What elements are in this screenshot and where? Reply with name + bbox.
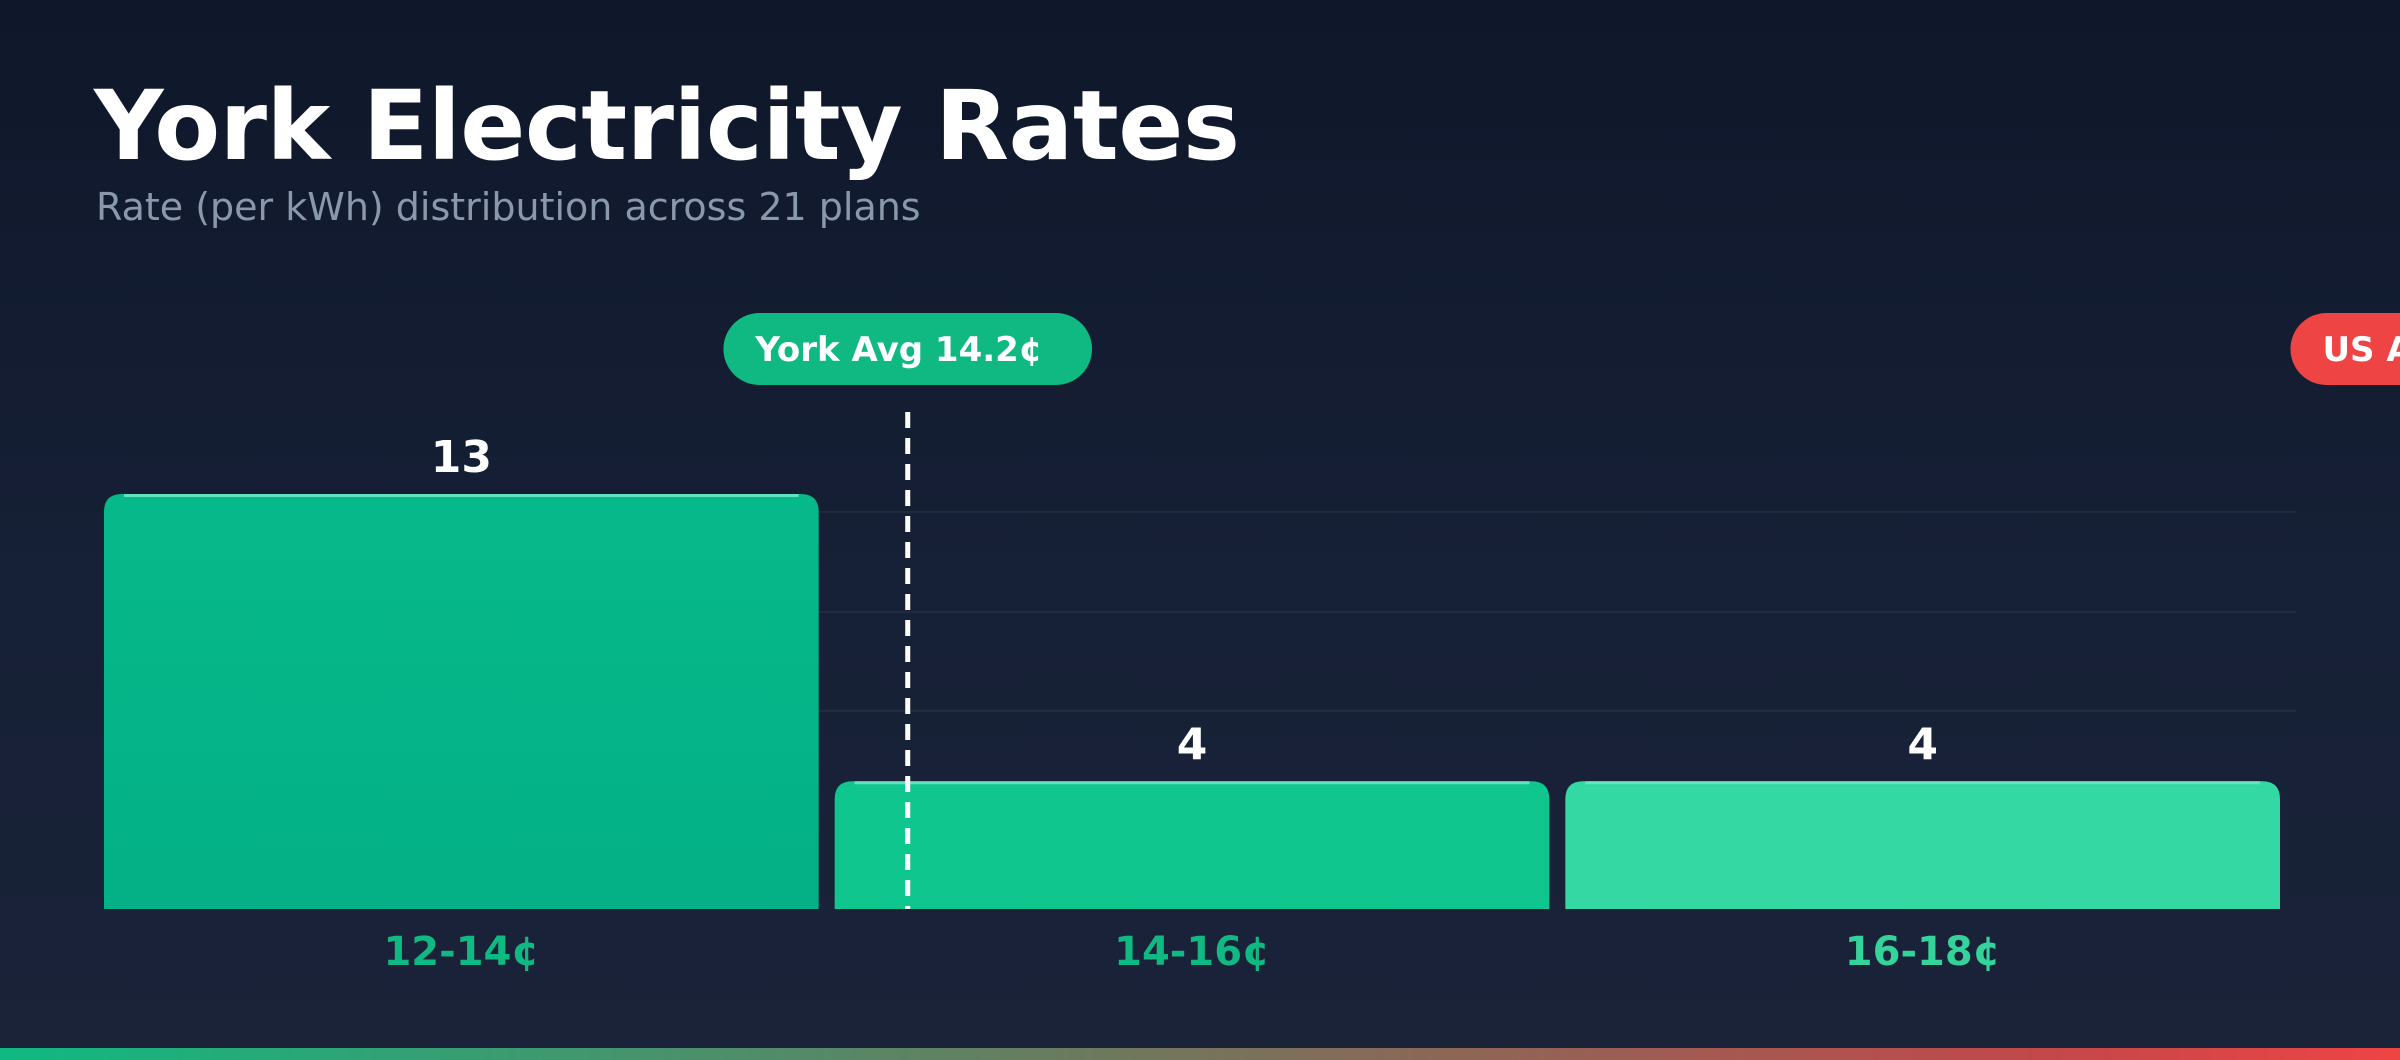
- chart-title: York Electricity Rates: [94, 70, 1240, 182]
- reference-badge-1: US Avg 18.4: [2290, 313, 2400, 385]
- reference-badge-0: York Avg 14.2¢: [723, 313, 1093, 385]
- bar-1: [834, 781, 1550, 909]
- bars: [104, 494, 2280, 909]
- reference-badge-label-1: US Avg 18.4: [2322, 330, 2400, 370]
- category-label-1: 14-16¢: [1114, 929, 1270, 975]
- bar-value-label-0: 13: [431, 432, 492, 483]
- bar-value-label-1: 4: [1177, 719, 1208, 770]
- bottom-accent-bar: [0, 1048, 2400, 1060]
- reference-lines: York Avg 14.2¢ US Avg 18.4: [723, 313, 2400, 909]
- reference-badge-bg-1: [2290, 313, 2400, 385]
- category-label-0: 12-14¢: [383, 929, 539, 975]
- labels: 13 12-14¢ 4 14-16¢ 4 16-18¢: [383, 432, 2000, 975]
- category-label-2: 16-18¢: [1845, 929, 2001, 975]
- chart-subtitle: Rate (per kWh) distribution across 21 pl…: [96, 185, 921, 229]
- reference-badge-label-0: York Avg 14.2¢: [754, 330, 1042, 370]
- reference-badge-bg-0: [723, 313, 1093, 385]
- bar-0: [104, 494, 819, 909]
- bar-value-label-2: 4: [1907, 719, 1938, 770]
- bar-2: [1565, 781, 2280, 909]
